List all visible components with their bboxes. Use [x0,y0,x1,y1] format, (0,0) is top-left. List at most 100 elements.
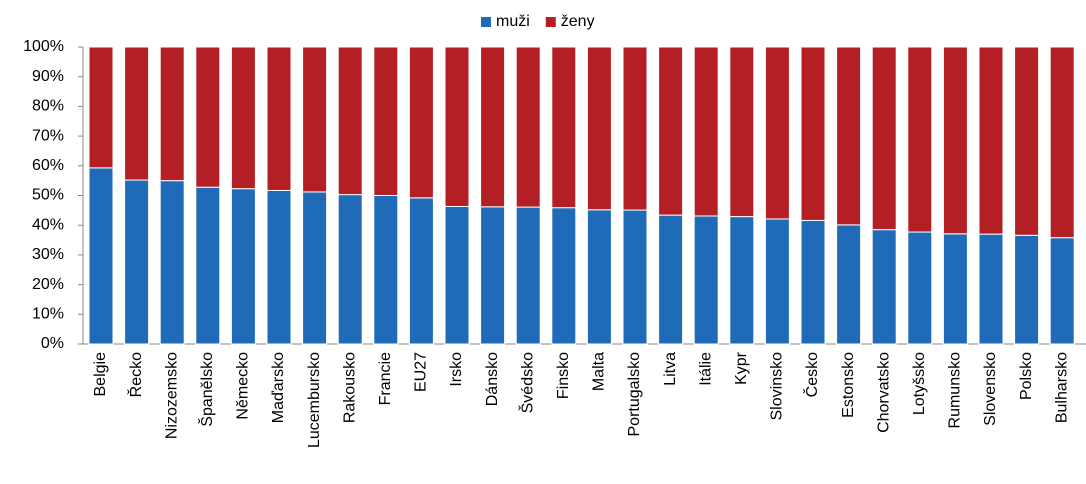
x-tick-label: Slovinsko [769,352,786,421]
bar-segment [480,46,506,208]
bar-segment [1014,46,1040,236]
y-tick-label: 60% [32,157,64,174]
y-tick-label: 90% [32,68,64,85]
bar-segment [515,206,541,345]
bar-segment [124,179,150,345]
x-tick-label: Finsko [555,352,572,399]
bar-segment [729,216,755,345]
bar-segment [302,46,328,193]
y-tick-label: 50% [32,187,64,204]
bar-segment [230,46,256,190]
bar-segment [586,46,612,211]
y-tick-label: 100% [23,38,64,55]
x-tick-label: Bulharsko [1053,352,1070,423]
bar-segment [337,194,363,345]
bar-segment [693,46,719,217]
y-tick-label: 70% [32,127,64,144]
bar-segment [1014,234,1040,345]
legend-swatch [481,17,491,27]
x-tick-label: Chorvatsko [875,352,892,433]
bar-segment [871,229,897,345]
bar-segment [1049,237,1075,345]
x-tick-label: Rumunsko [947,352,964,429]
bar-segment [88,46,114,169]
legend-swatch [545,17,556,27]
y-tick-label: 30% [32,246,64,263]
x-tick-label: Rakousko [341,352,358,423]
bar-segment [230,188,256,345]
x-tick-label: Řecko [126,352,145,397]
bar-segment [586,209,612,345]
legend-label: muži [496,13,530,30]
x-tick-label: Portugalsko [626,352,643,437]
x-tick-label: Nizozemsko [163,352,180,439]
x-tick-label: Malta [591,352,608,391]
bar-segment [836,46,862,226]
bar-segment [444,205,470,345]
bar-segment [515,46,541,208]
x-tick-label: Lotyšsko [911,352,928,415]
bar-segment [266,189,292,345]
bar-segment [124,46,150,181]
bar-segment [871,46,897,231]
x-tick-label: Estonsko [840,352,857,418]
bar-segment [764,218,790,345]
y-tick-label: 40% [32,216,64,233]
y-tick-label: 10% [32,306,64,323]
x-tick-label: Itálie [697,352,714,386]
y-tick-label: 20% [32,276,64,293]
bar-segment [978,233,1004,345]
bar-segment [195,46,221,188]
bar-segment [337,46,363,196]
x-tick-label: Kypr [733,351,750,385]
x-tick-label: Lucembursko [306,352,323,448]
bar-segment [907,231,933,345]
bar-segment [373,195,399,345]
bar-segment [551,207,577,345]
bar-segment [800,46,826,221]
x-tick-label: Česko [802,352,821,397]
bar-segment [551,46,577,209]
bar-segment [764,46,790,220]
x-tick-label: Irsko [448,352,465,387]
x-tick-label: Belgie [92,352,109,397]
bar-segment [658,214,684,345]
bar-segment [942,233,968,345]
bar-segment [408,197,434,345]
bar-segment [622,209,648,345]
bar-segment [907,46,933,233]
x-tick-label: Německo [235,352,252,420]
y-tick-label: 0% [41,335,64,352]
bar-segment [800,219,826,345]
bar-segment [88,167,114,345]
x-tick-label: Švédsko [517,352,536,413]
bar-segment [729,46,755,218]
x-tick-label: Maďarsko [270,352,287,423]
x-tick-label: Slovensko [982,352,999,426]
bar-segment [195,186,221,345]
bar-segment [622,46,648,211]
y-tick-label: 80% [32,98,64,115]
bar-segment [159,46,185,182]
x-tick-label: Dánsko [484,352,501,406]
bar-segment [1049,46,1075,239]
x-tick-label: EU27 [413,352,430,392]
legend-label: ženy [561,13,595,30]
x-tick-label: Španělsko [197,352,216,427]
bar-segment [159,180,185,345]
bar-segment [480,206,506,345]
bar-segment [408,46,434,199]
bar-segment [693,215,719,345]
bar-segment [658,46,684,216]
x-tick-label: Francie [377,352,394,405]
x-tick-label: Polsko [1018,352,1035,400]
x-tick-label: Litva [662,352,679,386]
bar-segment [942,46,968,235]
bar-segment [302,191,328,345]
bar-segment [444,46,470,207]
bar-segment [266,46,292,191]
bar-segment [373,46,399,196]
bar-segment [978,46,1004,235]
bar-segment [836,224,862,345]
